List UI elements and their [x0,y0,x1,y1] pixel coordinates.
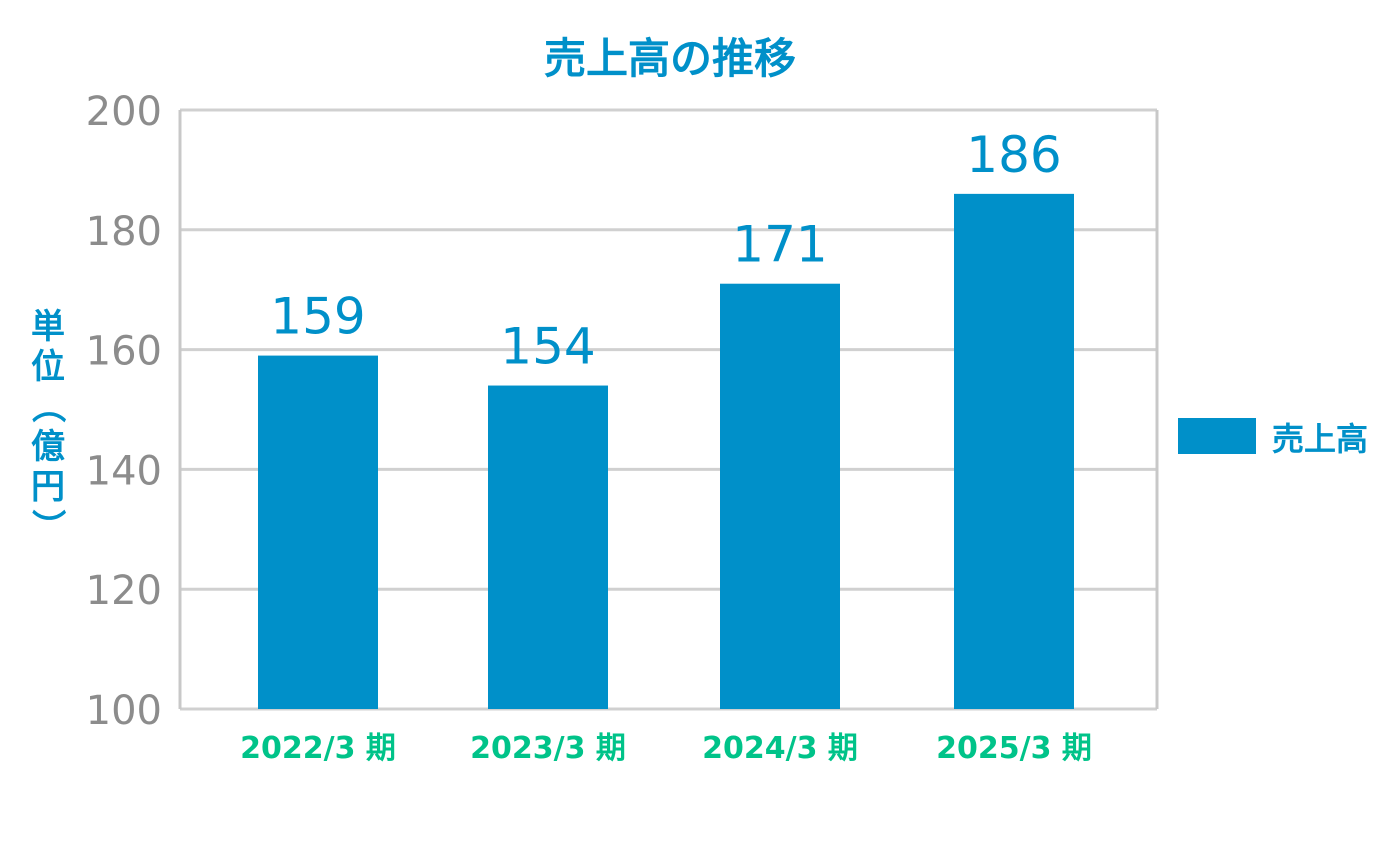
x-tick-label-4: 2025/3 期 [936,731,1092,766]
y-axis-ticks: 100 120 140 160 180 200 [86,89,162,734]
y-tick-label: 180 [86,209,162,255]
data-label-3: 171 [732,216,827,274]
legend[interactable]: 売上高 [1178,418,1368,458]
data-label-1: 159 [270,288,365,346]
data-label-4: 186 [966,126,1061,184]
y-tick-label: 140 [86,448,162,494]
bar-1[interactable] [258,355,378,709]
y-axis-label-char: 単 [31,307,65,347]
x-axis-ticks: 2022/3 期 2023/3 期 2024/3 期 2025/3 期 [240,731,1092,766]
y-axis-label: 単位（ 億円） [27,307,67,543]
x-tick-label-1: 2022/3 期 [240,731,396,766]
y-tick-label: 100 [86,688,162,734]
y-axis-label-char: ） [27,509,67,543]
chart-title: 売上高の推移 [544,34,796,83]
data-labels: 159 154 171 186 [270,126,1061,376]
y-axis-label-char: 位 [31,347,65,387]
y-axis-label-char: 億 [31,427,65,467]
bar-2[interactable] [488,385,608,709]
y-axis-label-char: （ [27,389,67,423]
legend-label-sales: 売上高 [1272,420,1368,458]
x-tick-label-2: 2023/3 期 [470,731,626,766]
y-tick-label: 160 [86,329,162,375]
x-tick-label-3: 2024/3 期 [702,731,858,766]
y-tick-label: 200 [86,89,162,135]
y-tick-label: 120 [86,568,162,614]
legend-swatch [1178,418,1256,454]
data-label-2: 154 [500,318,595,376]
bar-3[interactable] [720,283,840,709]
bar-4[interactable] [954,193,1074,710]
bars [258,193,1074,710]
y-axis-label-char: 円 [31,467,65,507]
